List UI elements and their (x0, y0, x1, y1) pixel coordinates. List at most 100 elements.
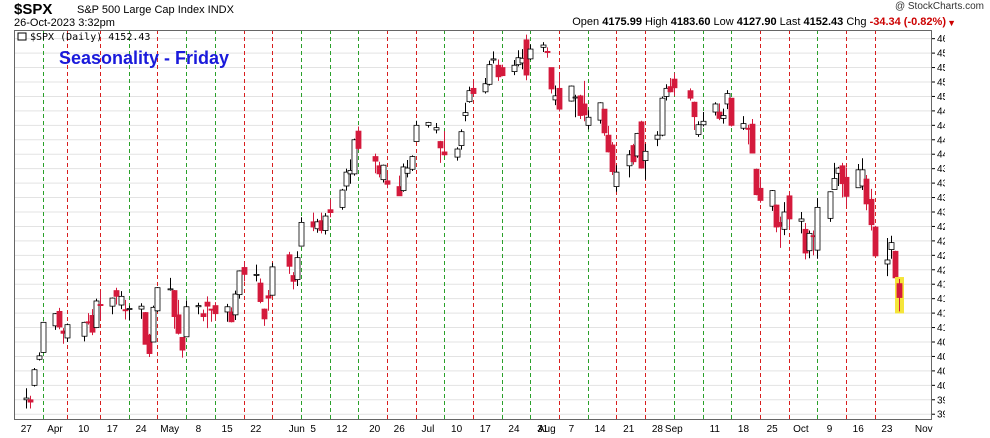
candle-up (712, 102, 719, 116)
candle-up (769, 190, 776, 211)
candle-up (462, 102, 469, 122)
x-tick-label: 9 (827, 424, 833, 435)
high-value: 4183.60 (670, 16, 711, 28)
candle-down (691, 101, 698, 130)
candle-up (109, 297, 116, 315)
candle-up (540, 42, 547, 52)
y-tick-label: 4500 (937, 92, 945, 103)
candle-down (437, 140, 444, 163)
candle-down (441, 131, 448, 156)
y-tick-label: 4550 (937, 63, 945, 74)
candle-body (261, 308, 268, 320)
candle-up (64, 323, 71, 342)
candle-up (613, 165, 620, 192)
candle-down (556, 73, 563, 112)
candle-body (212, 305, 219, 315)
candle-body (204, 301, 211, 307)
y-tick-label: 4475 (937, 106, 945, 117)
candle-up (884, 238, 891, 277)
candle-body (454, 148, 461, 158)
chart-annotation: Seasonality - Friday (59, 48, 229, 68)
x-tick-label: 31 (537, 424, 549, 435)
x-tick-label: 27 (21, 424, 33, 435)
x-tick-label: 26 (394, 424, 406, 435)
candle-up (781, 202, 788, 236)
candle-body (138, 305, 145, 310)
y-tick-label: 4325 (937, 193, 945, 204)
price-chart-svg: 3950 3975 4000 4025 4050 4075 4100 4125 4150 4175… (14, 30, 945, 420)
candle-body (265, 295, 272, 299)
candle-body (183, 306, 190, 338)
candle-body (814, 206, 821, 251)
candle-body (896, 283, 903, 298)
price-plot-area[interactable]: 3950 3975 4000 4025 4050 4075 4100 4125 4150 4175… (14, 30, 945, 420)
candle-body (773, 204, 780, 228)
candle-up (36, 352, 43, 361)
candle-body (585, 116, 592, 126)
candle-body (413, 124, 420, 142)
candle-body (437, 141, 444, 149)
y-tick-label: 3950 (937, 410, 945, 420)
x-tick-label: 18 (738, 424, 750, 435)
candle-up (663, 84, 670, 101)
y-tick-label: 4400 (937, 150, 945, 161)
candle-up (154, 287, 161, 312)
candle-down (581, 80, 588, 122)
candle-body (154, 287, 161, 312)
x-tick-label: 24 (508, 424, 520, 435)
candle-down (749, 118, 756, 154)
candle-body (97, 304, 104, 307)
candle-body (40, 321, 47, 353)
candle-body (269, 266, 276, 296)
candle-body (892, 250, 899, 279)
candle-up (572, 94, 579, 118)
x-tick-label: 7 (569, 424, 575, 435)
candle-body (527, 48, 534, 60)
candle-body (884, 259, 891, 265)
candle-down (843, 167, 850, 206)
candle-down (142, 311, 149, 345)
candle-body (171, 290, 178, 317)
candle-body (179, 336, 186, 351)
last-label: Last (779, 16, 801, 28)
x-tick-label: Nov (915, 424, 933, 435)
y-tick-label: 4075 (937, 338, 945, 349)
x-tick-label: 28 (652, 424, 664, 435)
candle-down (728, 97, 735, 127)
y-tick-label: 3975 (937, 395, 945, 406)
candle-body (712, 103, 719, 113)
legend: $SPX (Daily) 4152.43 (17, 32, 150, 43)
candle-down (671, 72, 678, 96)
candle-up (343, 168, 350, 191)
candle-body (126, 308, 133, 310)
candle-up (167, 277, 174, 291)
open-label: Open (572, 16, 600, 28)
candle-up (236, 270, 243, 299)
y-tick-label: 4025 (937, 366, 945, 377)
candle-body (462, 112, 469, 116)
candle-body (384, 180, 391, 185)
x-tick-label: Jun (289, 424, 305, 435)
candle-body (167, 288, 174, 291)
candle-body (482, 83, 489, 93)
x-tick-label: 12 (336, 424, 348, 435)
candle-down (56, 307, 63, 330)
x-tick-label: 24 (135, 424, 147, 435)
candle-up (585, 110, 592, 130)
y-tick-label: 4575 (937, 49, 945, 60)
candle-down (667, 77, 674, 93)
candle-body (113, 290, 120, 297)
y-tick-label: 4600 (937, 34, 945, 45)
legend-swatch (17, 32, 27, 41)
candle-up (511, 60, 518, 76)
candle-up (298, 217, 305, 247)
candle-body (355, 130, 362, 149)
candle-body (659, 97, 666, 136)
x-tick-label: 14 (594, 424, 606, 435)
candle-body (609, 144, 616, 172)
candle-body (872, 226, 879, 257)
candle-up (81, 321, 88, 342)
legend-text: $SPX (Daily) 4152.43 (30, 32, 150, 43)
candle-body (228, 311, 235, 323)
candle-body (232, 293, 239, 316)
